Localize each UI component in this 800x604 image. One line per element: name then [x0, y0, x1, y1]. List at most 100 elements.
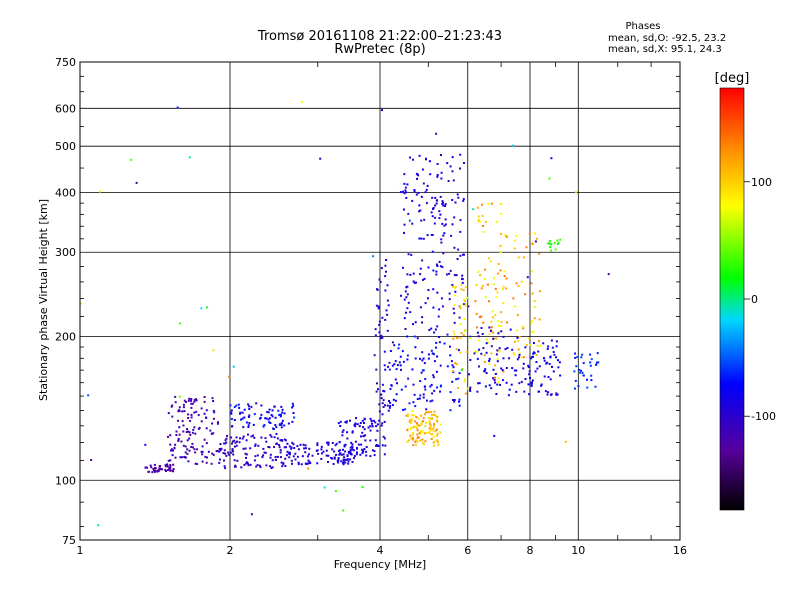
data-point: [280, 422, 283, 424]
data-point: [549, 246, 552, 249]
data-point: [432, 376, 435, 379]
data-point: [399, 364, 402, 367]
data-point: [353, 455, 356, 457]
data-point: [263, 424, 266, 427]
data-point: [442, 201, 444, 204]
data-point: [278, 413, 281, 416]
data-point: [403, 223, 406, 226]
data-point: [229, 404, 232, 407]
data-point: [380, 267, 383, 270]
data-point: [386, 329, 389, 332]
data-point: [361, 419, 364, 422]
data-point: [222, 452, 225, 455]
data-point: [347, 460, 350, 463]
data-point: [331, 442, 334, 444]
data-point: [535, 361, 538, 363]
data-point: [248, 422, 251, 425]
data-point: [381, 336, 384, 339]
data-point: [169, 469, 172, 472]
data-point: [466, 296, 469, 299]
data-point: [316, 442, 319, 445]
data-point: [170, 449, 172, 452]
chart-title: Tromsø 20161108 21:22:00–21:23:43: [257, 29, 502, 44]
data-point: [422, 182, 425, 185]
data-point: [515, 390, 518, 393]
data-point: [171, 454, 174, 457]
data-point: [464, 378, 466, 381]
data-point: [178, 395, 181, 398]
data-point: [490, 326, 493, 329]
data-point: [207, 450, 210, 453]
data-point: [432, 269, 435, 272]
data-point: [179, 456, 182, 459]
data-point: [538, 340, 540, 343]
data-point: [271, 466, 274, 469]
data-point: [407, 377, 410, 380]
data-point: [432, 426, 435, 429]
data-point: [431, 392, 434, 395]
data-point: [421, 438, 424, 441]
data-point: [412, 280, 415, 283]
data-point: [462, 253, 464, 256]
data-point: [351, 448, 354, 451]
data-point: [158, 465, 161, 468]
data-point: [424, 388, 427, 391]
data-point: [449, 391, 452, 394]
data-point: [454, 201, 457, 204]
data-point: [205, 416, 207, 419]
data-point: [320, 445, 323, 448]
data-point: [177, 439, 180, 442]
data-point: [409, 156, 411, 159]
data-point: [170, 405, 173, 408]
data-point: [346, 458, 349, 461]
data-point: [412, 433, 414, 436]
data-point: [464, 304, 467, 307]
data-point: [429, 385, 432, 388]
data-point: [396, 382, 398, 385]
data-point: [501, 369, 504, 372]
data-point: [442, 252, 445, 255]
data-point: [377, 305, 380, 308]
data-point: [469, 336, 472, 339]
data-point: [250, 513, 253, 516]
data-point: [451, 364, 454, 367]
data-point: [597, 361, 600, 364]
data-point: [460, 283, 463, 286]
data-point: [459, 337, 462, 340]
data-point: [182, 424, 185, 427]
data-point: [550, 157, 553, 160]
data-point: [431, 428, 434, 430]
data-point: [556, 393, 559, 396]
data-point: [253, 436, 256, 439]
data-point: [231, 448, 234, 450]
data-point: [372, 255, 375, 258]
data-point: [351, 445, 354, 448]
x-tick-label: 2: [227, 544, 234, 557]
data-point: [513, 340, 516, 343]
data-point: [463, 162, 465, 164]
data-point: [203, 400, 206, 403]
data-point: [441, 305, 444, 308]
data-point: [349, 419, 351, 422]
data-point: [327, 443, 330, 446]
data-point: [422, 278, 424, 281]
data-point: [176, 106, 179, 109]
legend-line-x: mean, sd,X: 95.1, 24.3: [608, 44, 722, 55]
data-point: [376, 423, 379, 426]
data-point: [327, 442, 330, 445]
data-point: [212, 453, 215, 456]
data-point: [498, 347, 501, 350]
data-point: [410, 253, 413, 256]
data-point: [448, 292, 451, 295]
data-point: [482, 321, 485, 324]
data-point: [408, 219, 411, 222]
data-point: [580, 369, 583, 372]
data-point: [243, 416, 246, 419]
data-point: [456, 193, 459, 196]
data-point: [276, 442, 278, 445]
data-point: [531, 319, 534, 322]
data-point: [407, 253, 410, 256]
data-point: [448, 272, 451, 275]
data-point: [432, 288, 435, 291]
data-point: [145, 466, 147, 469]
